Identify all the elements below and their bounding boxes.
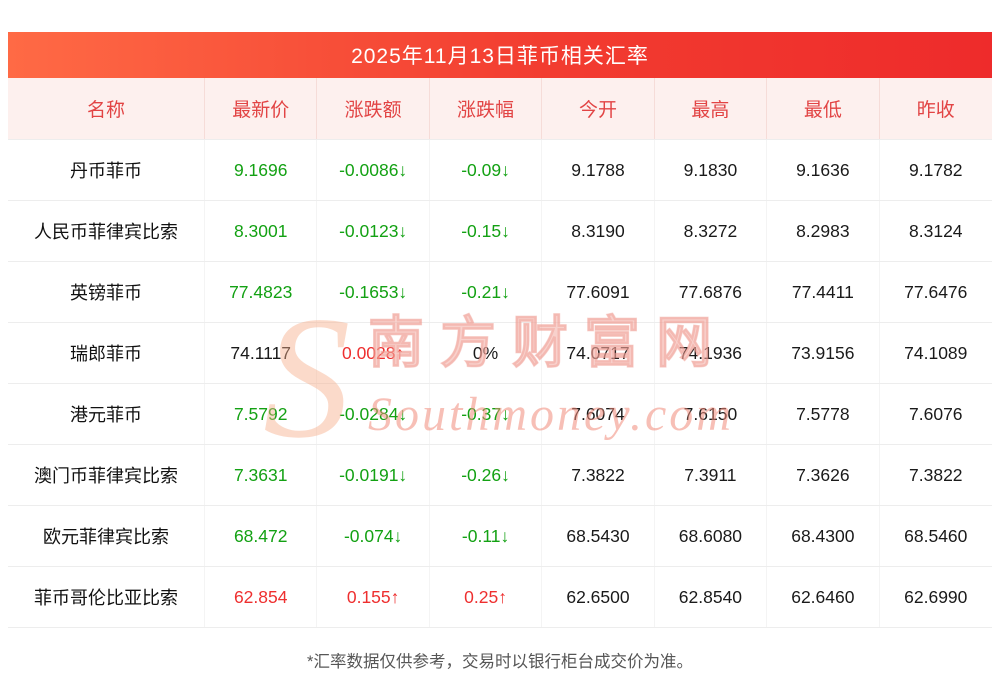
cell-change: 0.155↑ (317, 567, 430, 627)
cell-change: -0.074↓ (317, 506, 430, 566)
cell-latest: 7.3631 (205, 445, 318, 505)
cell-name: 丹币菲币 (8, 140, 205, 200)
cell-change: -0.0284↓ (317, 384, 430, 444)
cell-low: 73.9156 (767, 323, 880, 383)
cell-pct: -0.26↓ (430, 445, 543, 505)
cell-prev: 7.3822 (909, 464, 963, 485)
cell-name: 澳门币菲律宾比索 (8, 445, 205, 505)
cell-name: 瑞郎菲币 (8, 323, 205, 383)
cell-name: 英镑菲币 (8, 262, 205, 322)
cell-high: 68.6080 (655, 506, 768, 566)
cell-latest: 77.4823 (205, 262, 318, 322)
cell-change: -0.0086↓ (317, 140, 430, 200)
cell-prev: 68.5460 (904, 525, 968, 546)
cell-high: 74.1936 (655, 323, 768, 383)
column-header-4: 今开 (542, 78, 655, 139)
cell-change: -0.1653↓ (317, 262, 430, 322)
table-row: 欧元菲律宾比索 68.472 -0.074↓ -0.11↓ 68.5430 68.6080… (8, 506, 992, 567)
cell-low: 9.1636 (767, 140, 880, 200)
table-title: 2025年11月13日菲币相关汇率 (8, 32, 992, 78)
cell-prev: 7.6076 (909, 403, 963, 424)
cell-low: 77.4411 (767, 262, 880, 322)
cell-prev: 8.3124 (909, 220, 963, 241)
cell-pct: 0% (430, 323, 543, 383)
cell-high: 8.3272 (655, 201, 768, 261)
rates-table: 2025年11月13日菲币相关汇率 名称 最新价 涨跌额 涨跌幅 今开 最高 最低 昨收 丹币… (8, 32, 992, 628)
cell-open: 7.6074 (542, 384, 655, 444)
column-header-2: 涨跌额 (317, 78, 430, 139)
table-row: 瑞郎菲币 74.1117 0.0028↑ 0% 74.0717 74.1936 73.915… (8, 323, 992, 384)
cell-name: 人民币菲律宾比索 (8, 201, 205, 261)
column-header-0: 名称 (8, 78, 205, 139)
cell-low: 7.3626 (767, 445, 880, 505)
cell-open: 7.3822 (542, 445, 655, 505)
cell-latest: 9.1696 (205, 140, 318, 200)
table-body: 丹币菲币 9.1696 -0.0086↓ -0.09↓ 9.1788 9.1830 9.16… (8, 140, 992, 628)
cell-prev: 9.1782 (909, 159, 963, 180)
cell-latest: 62.854 (205, 567, 318, 627)
cell-open: 9.1788 (542, 140, 655, 200)
cell-high: 62.8540 (655, 567, 768, 627)
cell-high: 7.3911 (655, 445, 768, 505)
cell-pct: -0.21↓ (430, 262, 543, 322)
cell-open: 74.0717 (542, 323, 655, 383)
column-header-7: 昨收 (916, 100, 955, 121)
cell-low: 62.6460 (767, 567, 880, 627)
cell-prev: 74.1089 (904, 342, 968, 363)
disclaimer-note: *汇率数据仅供参考，交易时以银行柜台成交价为准。 (307, 653, 693, 671)
cell-latest: 8.3001 (205, 201, 318, 261)
cell-low: 7.5778 (767, 384, 880, 444)
cell-pct: -0.09↓ (430, 140, 543, 200)
cell-change: -0.0191↓ (317, 445, 430, 505)
cell-open: 68.5430 (542, 506, 655, 566)
cell-name: 欧元菲律宾比索 (8, 506, 205, 566)
cell-low: 68.4300 (767, 506, 880, 566)
cell-name: 港元菲币 (8, 384, 205, 444)
cell-high: 77.6876 (655, 262, 768, 322)
column-header-3: 涨跌幅 (430, 78, 543, 139)
cell-prev: 62.6990 (904, 586, 968, 607)
table-title-text: 2025年11月13日菲币相关汇率 (351, 45, 649, 68)
cell-high: 9.1830 (655, 140, 768, 200)
cell-change: 0.0028↑ (317, 323, 430, 383)
table-row: 菲币哥伦比亚比索 62.854 0.155↑ 0.25↑ 62.6500 62.8540 6… (8, 567, 992, 628)
cell-open: 8.3190 (542, 201, 655, 261)
cell-latest: 7.5792 (205, 384, 318, 444)
cell-pct: -0.15↓ (430, 201, 543, 261)
page: 2025年11月13日菲币相关汇率 名称 最新价 涨跌额 涨跌幅 今开 最高 最低 昨收 丹币… (8, 32, 992, 671)
cell-pct: -0.37↓ (430, 384, 543, 444)
cell-high: 7.6150 (655, 384, 768, 444)
column-header-6: 最低 (767, 78, 880, 139)
table-row: 丹币菲币 9.1696 -0.0086↓ -0.09↓ 9.1788 9.1830 9.16… (8, 140, 992, 201)
cell-low: 8.2983 (767, 201, 880, 261)
cell-pct: -0.11↓ (430, 506, 543, 566)
cell-change: -0.0123↓ (317, 201, 430, 261)
cell-pct: 0.25↑ (430, 567, 543, 627)
cell-open: 62.6500 (542, 567, 655, 627)
cell-open: 77.6091 (542, 262, 655, 322)
table-row: 英镑菲币 77.4823 -0.1653↓ -0.21↓ 77.6091 77.6876 7… (8, 262, 992, 323)
table-row: 人民币菲律宾比索 8.3001 -0.0123↓ -0.15↓ 8.3190 8.3272… (8, 201, 992, 262)
cell-name: 菲币哥伦比亚比索 (8, 567, 205, 627)
table-row: 港元菲币 7.5792 -0.0284↓ -0.37↓ 7.6074 7.6150 7.57… (8, 384, 992, 445)
column-header-5: 最高 (655, 78, 768, 139)
table-row: 澳门币菲律宾比索 7.3631 -0.0191↓ -0.26↓ 7.3822 7.3911… (8, 445, 992, 506)
column-header-1: 最新价 (205, 78, 318, 139)
cell-latest: 68.472 (205, 506, 318, 566)
table-header-row: 名称 最新价 涨跌额 涨跌幅 今开 最高 最低 昨收 (8, 78, 992, 140)
cell-prev: 77.6476 (904, 281, 968, 302)
cell-latest: 74.1117 (205, 323, 318, 383)
